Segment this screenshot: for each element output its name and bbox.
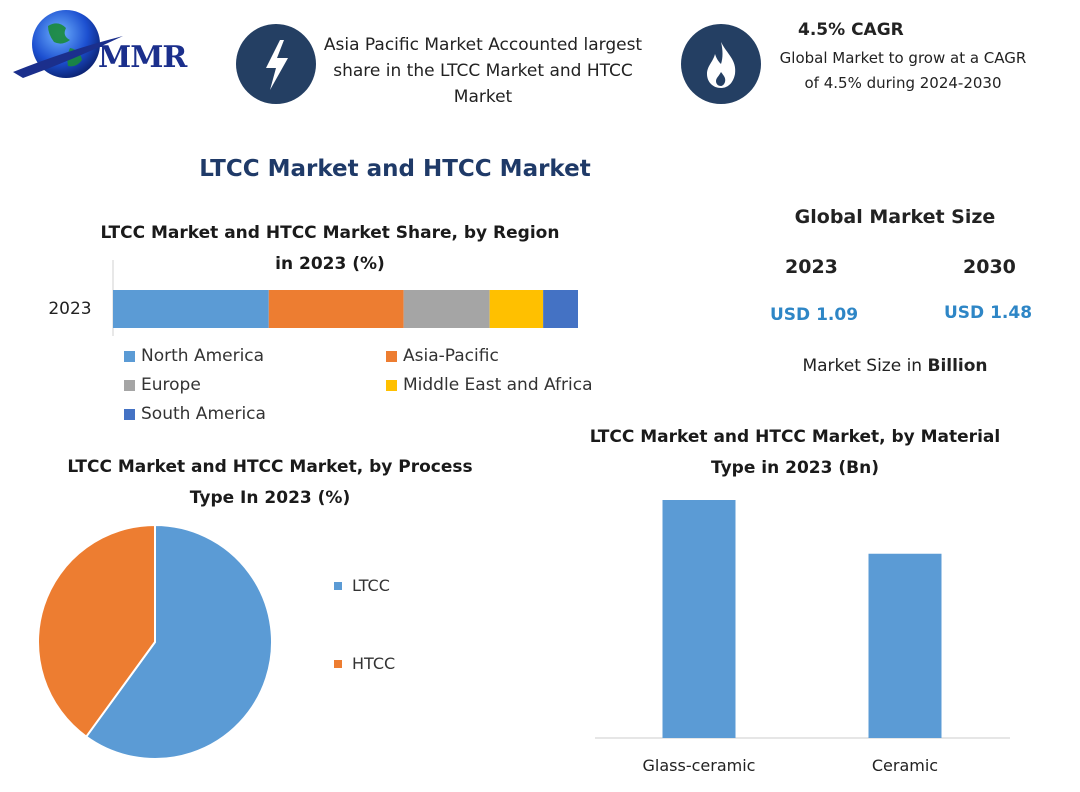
bar-segment-europe: [403, 290, 490, 328]
bar-segment-middle-east-and-africa: [489, 290, 544, 328]
value-2023: USD 1.09: [770, 305, 859, 325]
legend-item-htcc: HTCC: [334, 654, 395, 673]
market-size-note-unit: Billion: [927, 356, 988, 376]
process-chart-title: LTCC Market and HTCC Market, by Process …: [67, 457, 473, 508]
legend-item-north-america: North America: [124, 346, 264, 366]
value-2030: USD 1.48: [944, 303, 1033, 323]
bar-segment-north-america: [113, 290, 269, 328]
material-bar-chart: Glass-ceramic Ceramic: [595, 500, 1010, 775]
cagr-text: Global Market to grow at a CAGR of 4.5% …: [779, 49, 1027, 92]
bar-segment-south-america: [543, 290, 578, 328]
legend-label: Asia-Pacific: [403, 346, 499, 366]
region-stacked-bar-chart: 2023: [48, 260, 578, 336]
legend-item-ltcc: LTCC: [334, 576, 390, 595]
legend-label: South America: [141, 404, 266, 424]
region-category-label: 2023: [48, 299, 91, 319]
bar-ceramic: [868, 553, 942, 738]
info-text: Asia Pacific Market Accounted largest sh…: [323, 35, 643, 107]
material-chart-title: LTCC Market and HTCC Market, by Material…: [589, 427, 1001, 478]
legend-swatch: [334, 581, 342, 590]
market-size-note-prefix: Market Size in: [802, 356, 928, 376]
legend-label: LTCC: [352, 576, 390, 595]
legend-swatch: [386, 379, 397, 391]
global-market-title: Global Market Size: [794, 206, 996, 228]
legend-item-europe: Europe: [124, 375, 201, 395]
flame-icon: [681, 24, 761, 104]
page-title: LTCC Market and HTCC Market: [199, 156, 591, 182]
region-legend: North America Asia-Pacific Europe Middle Ea…: [124, 346, 644, 436]
legend-swatch: [124, 379, 135, 391]
x-tick-label-glass-ceramic: Glass-ceramic: [643, 756, 756, 775]
bar-glass-ceramic: [662, 500, 736, 738]
legend-item-middle-east-and-africa: Middle East and Africa: [386, 375, 593, 395]
process-legend: LTCC HTCC: [334, 576, 454, 686]
legend-swatch: [386, 350, 397, 362]
legend-label: HTCC: [352, 654, 396, 673]
logo: [8, 6, 213, 88]
cagr-title: 4.5% CAGR: [798, 20, 904, 40]
lightning-icon: [236, 24, 316, 104]
process-pie-chart: [37, 523, 273, 760]
market-size-note: Market Size in Billion: [770, 356, 1020, 376]
pie-slice-htcc: [37, 523, 156, 739]
legend-swatch: [124, 350, 135, 362]
legend-label: North America: [141, 346, 265, 366]
legend-item-asia-pacific: Asia-Pacific: [386, 346, 499, 366]
globe-icon: [13, 10, 123, 78]
legend-item-south-america: South America: [124, 404, 266, 424]
legend-swatch: [334, 659, 342, 668]
region-chart-title: LTCC Market and HTCC Market Share, by Re…: [100, 223, 560, 274]
legend-label: Europe: [141, 375, 201, 395]
legend-label: Middle East and Africa: [403, 375, 593, 395]
brand-name: MMR: [98, 40, 187, 75]
x-tick-label-ceramic: Ceramic: [872, 756, 938, 775]
legend-swatch: [124, 408, 135, 420]
year-2030: 2030: [963, 256, 1016, 278]
bar-segment-asia-pacific: [268, 290, 404, 328]
pie-slice-ltcc: [84, 523, 273, 760]
year-2023: 2023: [785, 256, 838, 278]
